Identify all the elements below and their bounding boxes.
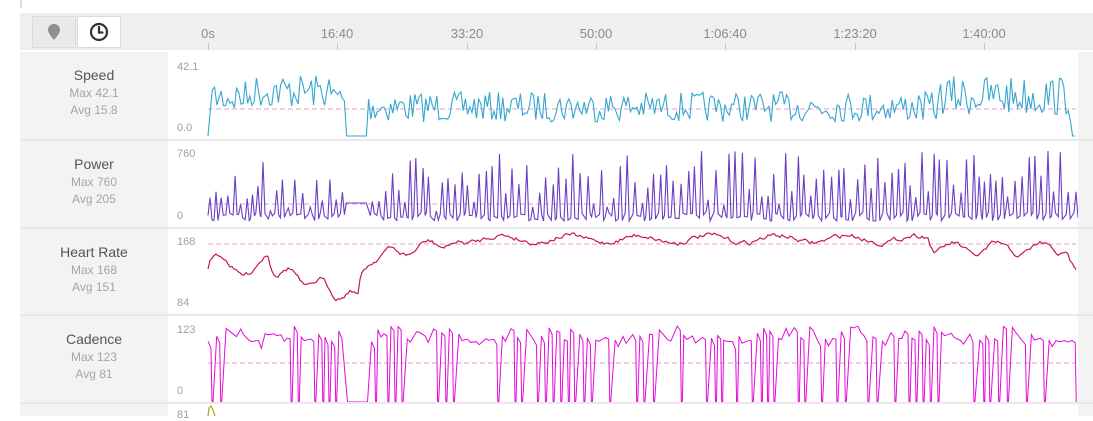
partial-series-line bbox=[207, 404, 216, 416]
partial-label-panel bbox=[20, 404, 168, 416]
time-tick-label: 1:23:20 bbox=[833, 26, 877, 41]
partial-plot: 81 bbox=[170, 404, 1078, 421]
right-gutter bbox=[1078, 141, 1093, 227]
speed-row: Speed Max 42.1 Avg 15.8 42.1 0.0 bbox=[20, 52, 1093, 140]
metric-max: Max 42.1 bbox=[69, 86, 119, 100]
cadence-chart bbox=[207, 324, 1078, 402]
metric-avg: Avg 151 bbox=[72, 280, 116, 294]
cadence-row: Cadence Max 123 Avg 81 123 0 bbox=[20, 316, 1093, 402]
row-divider bbox=[20, 139, 1093, 141]
partial-row: 81 bbox=[20, 404, 1093, 421]
time-tick-mark bbox=[467, 43, 468, 50]
time-tick-mark bbox=[855, 43, 856, 50]
metric-avg: Avg 81 bbox=[75, 367, 113, 381]
partial-chart bbox=[207, 404, 216, 416]
metric-name: Power bbox=[74, 156, 114, 172]
heart-rate-axis-top: 168 bbox=[177, 236, 196, 248]
time-tick-label: 50:00 bbox=[579, 26, 613, 41]
time-tick-mark bbox=[208, 43, 209, 50]
heart-rate-label-panel: Heart Rate Max 168 Avg 151 bbox=[20, 229, 168, 314]
power-axis-bottom: 0 bbox=[177, 210, 184, 222]
cadence-series-line bbox=[207, 324, 1078, 402]
time-axis: 0s 16:40 33:20 50:00 1:06:40 1:23:20 1:4… bbox=[20, 13, 1093, 50]
heart-rate-row: Heart Rate Max 168 Avg 151 168 84 bbox=[20, 229, 1093, 314]
power-series-line bbox=[207, 150, 1078, 223]
power-row: Power Max 760 Avg 205 760 0 bbox=[20, 141, 1093, 227]
right-gutter bbox=[1078, 52, 1093, 140]
metric-avg: Avg 15.8 bbox=[70, 103, 118, 117]
time-tick-mark bbox=[596, 43, 597, 50]
cadence-axis-bottom: 0 bbox=[177, 385, 184, 397]
metric-max: Max 168 bbox=[70, 263, 118, 277]
time-tick-mark bbox=[725, 43, 726, 50]
map-pin-icon bbox=[48, 24, 60, 40]
time-tick-label: 1:40:00 bbox=[962, 26, 1006, 41]
time-view-button[interactable] bbox=[77, 16, 121, 48]
heart-rate-plot[interactable]: 168 84 bbox=[170, 229, 1078, 314]
right-gutter bbox=[1078, 404, 1093, 416]
view-toggle-group bbox=[32, 16, 122, 48]
cadence-label-panel: Cadence Max 123 Avg 81 bbox=[20, 316, 168, 402]
row-divider bbox=[20, 227, 1093, 229]
time-tick-mark bbox=[984, 43, 985, 50]
metric-name: Cadence bbox=[65, 331, 123, 347]
right-gutter bbox=[1078, 316, 1093, 402]
heart-rate-axis-bottom: 84 bbox=[177, 297, 190, 309]
metric-name: Speed bbox=[73, 67, 115, 83]
metric-max: Max 123 bbox=[70, 350, 118, 364]
time-tick-label: 33:20 bbox=[450, 26, 484, 41]
metric-max: Max 760 bbox=[70, 175, 118, 189]
metric-avg: Avg 205 bbox=[72, 192, 116, 206]
power-chart bbox=[207, 150, 1078, 223]
clock-icon bbox=[89, 22, 109, 42]
time-tick-label: 16:40 bbox=[320, 26, 354, 41]
top-divider-stub bbox=[20, 0, 22, 8]
time-tick-label: 0s bbox=[201, 26, 215, 41]
right-gutter bbox=[1078, 229, 1093, 314]
speed-label-panel: Speed Max 42.1 Avg 15.8 bbox=[20, 52, 168, 140]
cadence-axis-top: 123 bbox=[177, 324, 196, 336]
row-divider bbox=[20, 402, 1093, 404]
time-tick-label: 1:06:40 bbox=[703, 26, 747, 41]
power-label-panel: Power Max 760 Avg 205 bbox=[20, 141, 168, 227]
speed-series-line bbox=[207, 75, 1075, 137]
speed-plot[interactable]: 42.1 0.0 bbox=[170, 52, 1078, 140]
metric-name: Heart Rate bbox=[60, 244, 128, 260]
speed-chart bbox=[207, 75, 1076, 137]
heart-rate-chart bbox=[207, 232, 1077, 302]
speed-axis-bottom: 0.0 bbox=[177, 122, 193, 134]
power-axis-top: 760 bbox=[177, 148, 196, 160]
map-view-button[interactable] bbox=[32, 16, 76, 48]
heart-rate-series-line bbox=[207, 232, 1077, 302]
chart-toolbar: 0s 16:40 33:20 50:00 1:06:40 1:23:20 1:4… bbox=[20, 13, 1093, 50]
speed-axis-top: 42.1 bbox=[177, 61, 199, 73]
row-divider bbox=[20, 314, 1093, 316]
time-tick-mark bbox=[337, 43, 338, 50]
cadence-plot[interactable]: 123 0 bbox=[170, 316, 1078, 402]
power-plot[interactable]: 760 0 bbox=[170, 141, 1078, 227]
